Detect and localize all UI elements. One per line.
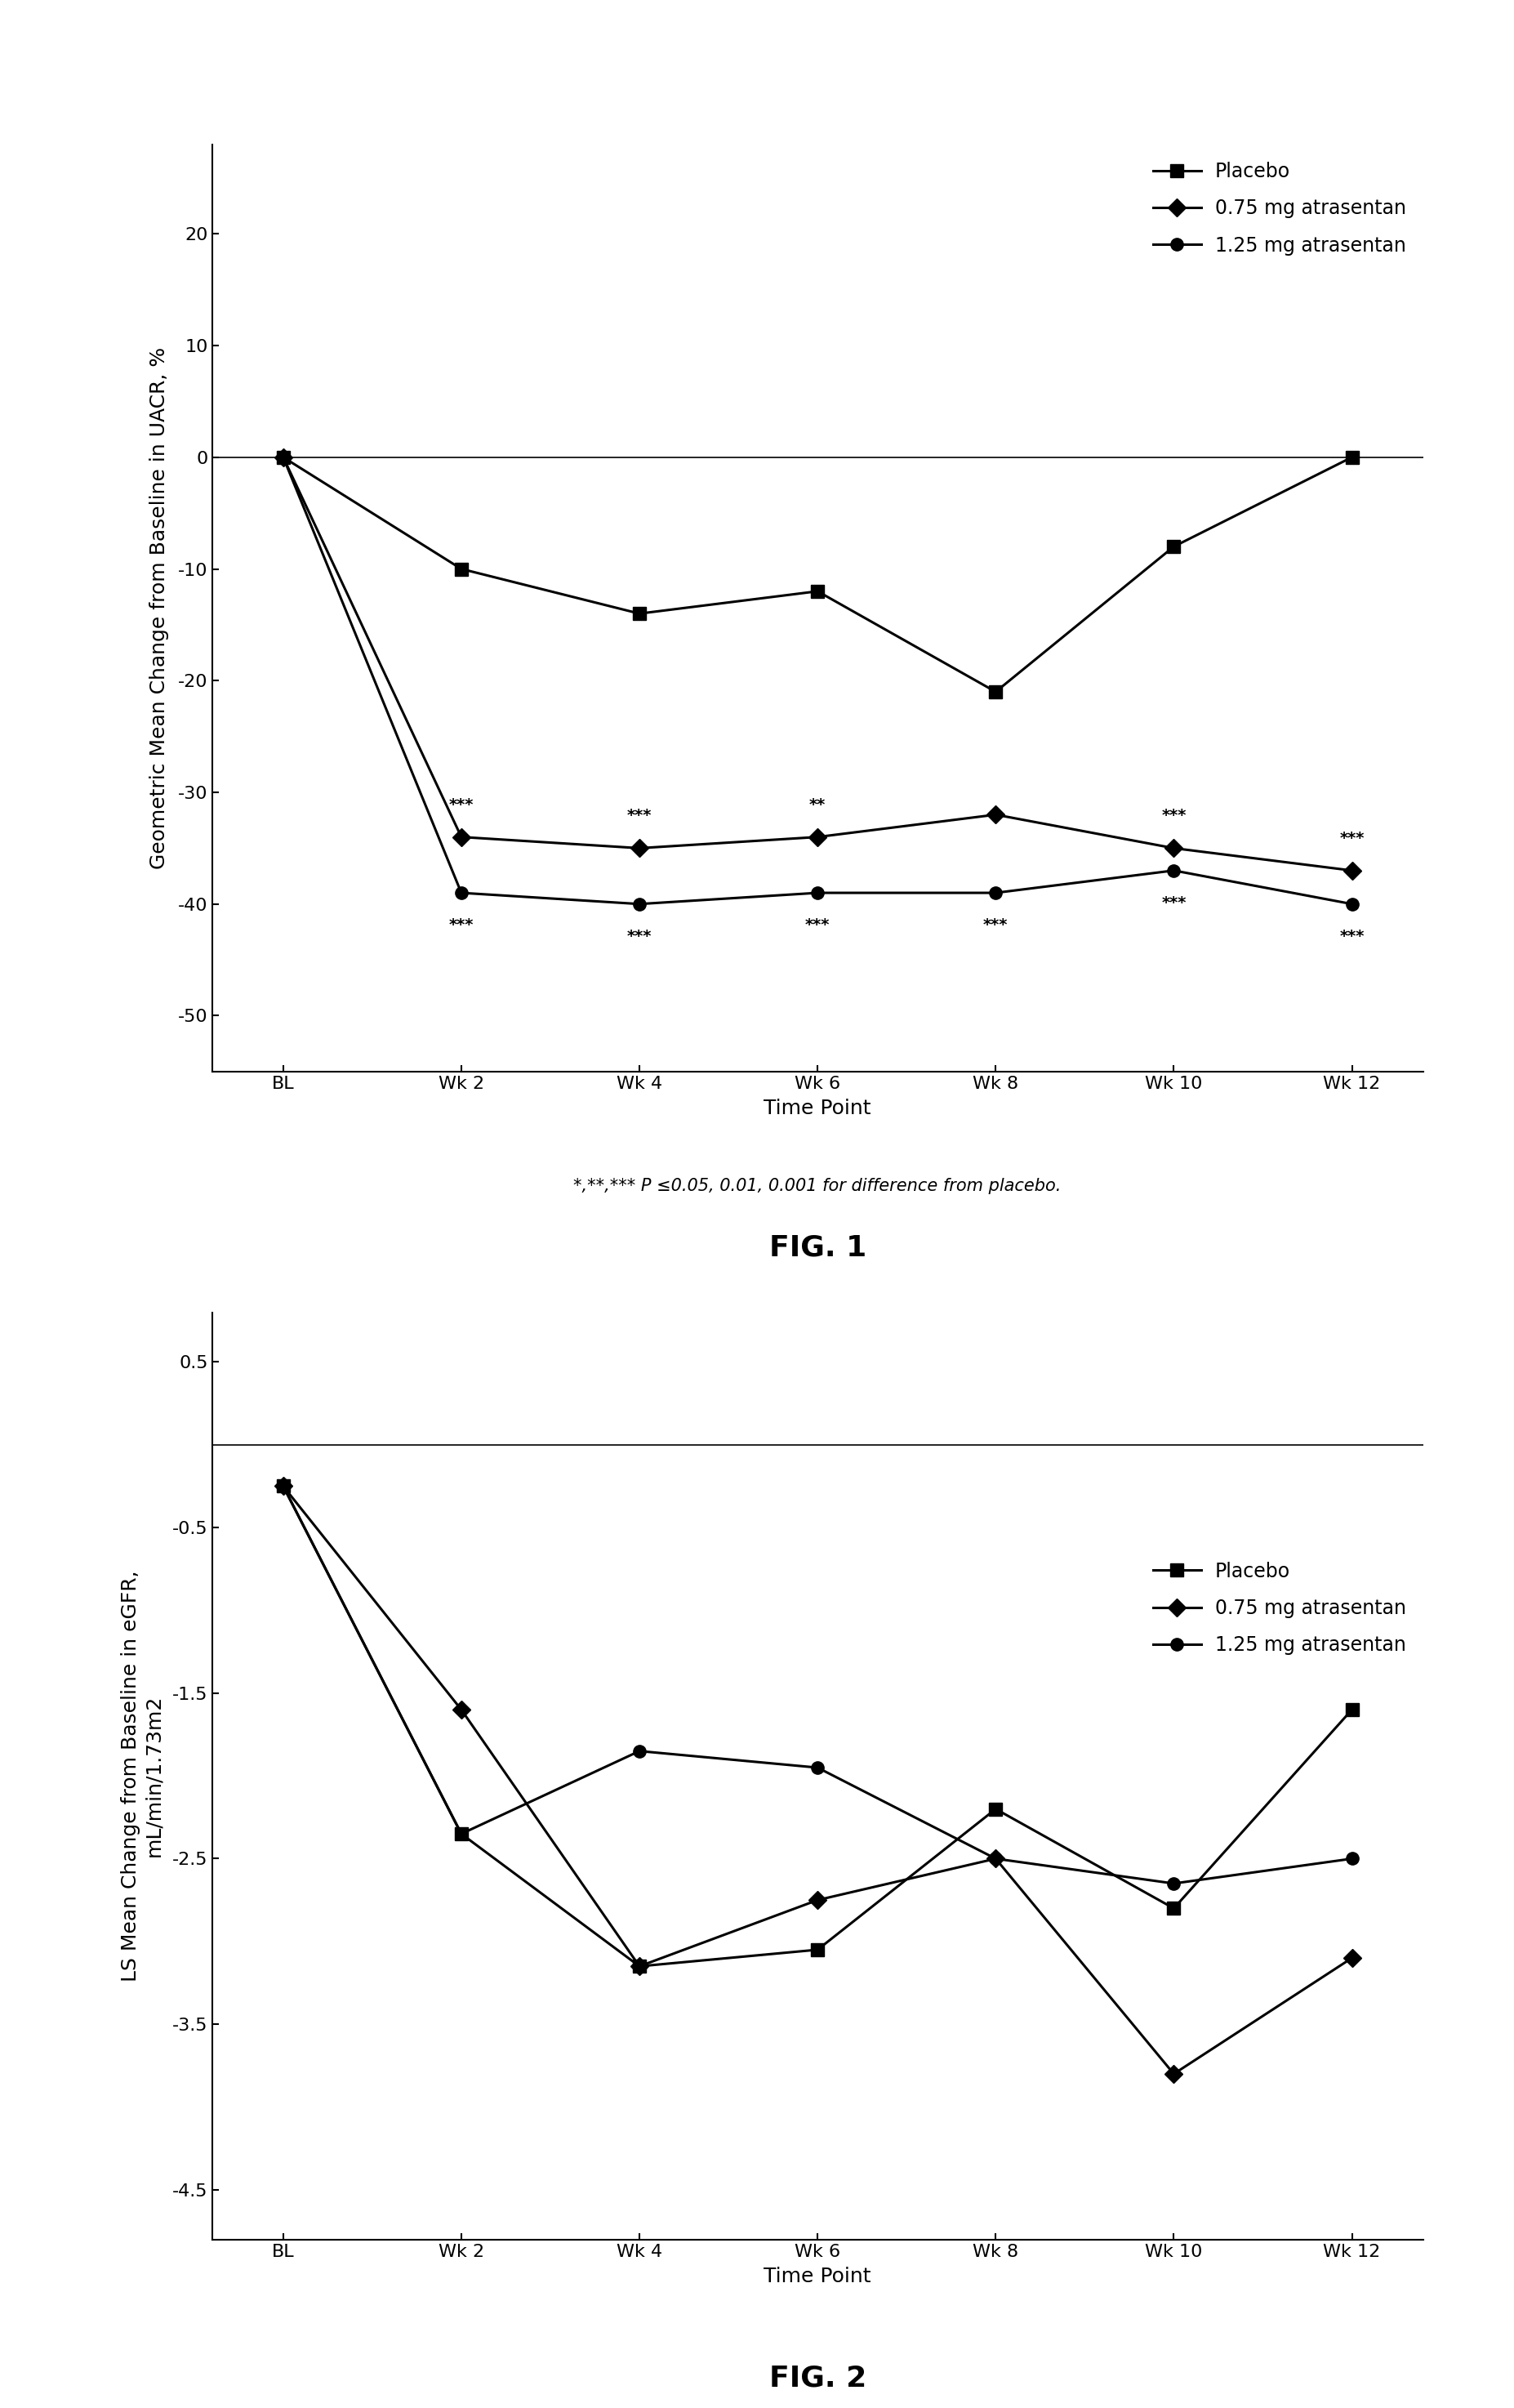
Text: ***: *** — [1340, 831, 1364, 845]
1.25 mg atrasentan — [274, 443, 292, 472]
Text: ***: *** — [450, 797, 474, 811]
Text: ***: *** — [1161, 896, 1185, 910]
0.75 mg atrasentan — [1164, 2059, 1182, 2088]
1.25 mg atrasentan — [1164, 1869, 1182, 1898]
0.75 mg atrasentan — [274, 1471, 292, 1500]
Text: FIG. 1: FIG. 1 — [769, 1233, 866, 1262]
0.75 mg atrasentan — [987, 799, 1005, 828]
0.75 mg atrasentan — [630, 833, 648, 862]
1.25 mg atrasentan — [987, 1845, 1005, 1873]
Line: 1.25 mg atrasentan: 1.25 mg atrasentan — [277, 1481, 1358, 1890]
Placebo — [453, 1820, 471, 1849]
Line: Placebo: Placebo — [277, 1481, 1358, 1972]
Legend: Placebo, 0.75 mg atrasentan, 1.25 mg atrasentan: Placebo, 0.75 mg atrasentan, 1.25 mg atr… — [1145, 154, 1414, 262]
0.75 mg atrasentan — [808, 1885, 827, 1914]
Text: *,**,*** P ≤0.05, 0.01, 0.001 for difference from placebo.: *,**,*** P ≤0.05, 0.01, 0.001 for differ… — [574, 1178, 1061, 1194]
1.25 mg atrasentan — [274, 1471, 292, 1500]
Placebo — [987, 1794, 1005, 1823]
Text: ***: *** — [1161, 809, 1185, 824]
0.75 mg atrasentan — [274, 443, 292, 472]
Text: ***: *** — [983, 917, 1008, 932]
Text: ***: *** — [1340, 929, 1364, 944]
Text: **: ** — [810, 797, 825, 811]
Line: Placebo: Placebo — [277, 450, 1358, 698]
0.75 mg atrasentan — [1164, 833, 1182, 862]
Text: ***: *** — [805, 917, 830, 932]
Y-axis label: LS Mean Change from Baseline in eGFR,
mL/min/1.73m2: LS Mean Change from Baseline in eGFR, mL… — [121, 1570, 164, 1982]
Text: ***: *** — [627, 929, 653, 944]
Placebo — [453, 554, 471, 583]
0.75 mg atrasentan — [630, 1953, 648, 1982]
X-axis label: Time Point: Time Point — [765, 1098, 871, 1117]
1.25 mg atrasentan — [808, 879, 827, 908]
1.25 mg atrasentan — [1343, 1845, 1361, 1873]
1.25 mg atrasentan — [630, 1736, 648, 1765]
Placebo — [808, 578, 827, 607]
1.25 mg atrasentan — [630, 889, 648, 917]
0.75 mg atrasentan — [808, 824, 827, 852]
0.75 mg atrasentan — [453, 824, 471, 852]
Placebo — [274, 443, 292, 472]
Placebo — [630, 600, 648, 628]
Legend: Placebo, 0.75 mg atrasentan, 1.25 mg atrasentan: Placebo, 0.75 mg atrasentan, 1.25 mg atr… — [1145, 1553, 1414, 1664]
Text: FIG. 2: FIG. 2 — [769, 2365, 866, 2394]
Placebo — [1164, 1895, 1182, 1924]
1.25 mg atrasentan — [1343, 889, 1361, 917]
0.75 mg atrasentan — [987, 1845, 1005, 1873]
1.25 mg atrasentan — [1164, 857, 1182, 886]
1.25 mg atrasentan — [987, 879, 1005, 908]
Text: ***: *** — [450, 917, 474, 932]
Placebo — [1164, 532, 1182, 561]
Placebo — [987, 677, 1005, 706]
Line: 1.25 mg atrasentan: 1.25 mg atrasentan — [277, 450, 1358, 910]
Y-axis label: Geometric Mean Change from Baseline in UACR, %: Geometric Mean Change from Baseline in U… — [150, 347, 170, 869]
Placebo — [274, 1471, 292, 1500]
Text: ***: *** — [627, 809, 653, 824]
0.75 mg atrasentan — [1343, 1943, 1361, 1972]
1.25 mg atrasentan — [453, 1820, 471, 1849]
0.75 mg atrasentan — [453, 1695, 471, 1724]
Placebo — [1343, 443, 1361, 472]
1.25 mg atrasentan — [453, 879, 471, 908]
X-axis label: Time Point: Time Point — [765, 2266, 871, 2285]
Placebo — [808, 1936, 827, 1965]
Placebo — [1343, 1695, 1361, 1724]
Line: 0.75 mg atrasentan: 0.75 mg atrasentan — [277, 1481, 1358, 2081]
1.25 mg atrasentan — [808, 1753, 827, 1782]
Placebo — [630, 1953, 648, 1982]
Line: 0.75 mg atrasentan: 0.75 mg atrasentan — [277, 450, 1358, 877]
0.75 mg atrasentan — [1343, 857, 1361, 886]
